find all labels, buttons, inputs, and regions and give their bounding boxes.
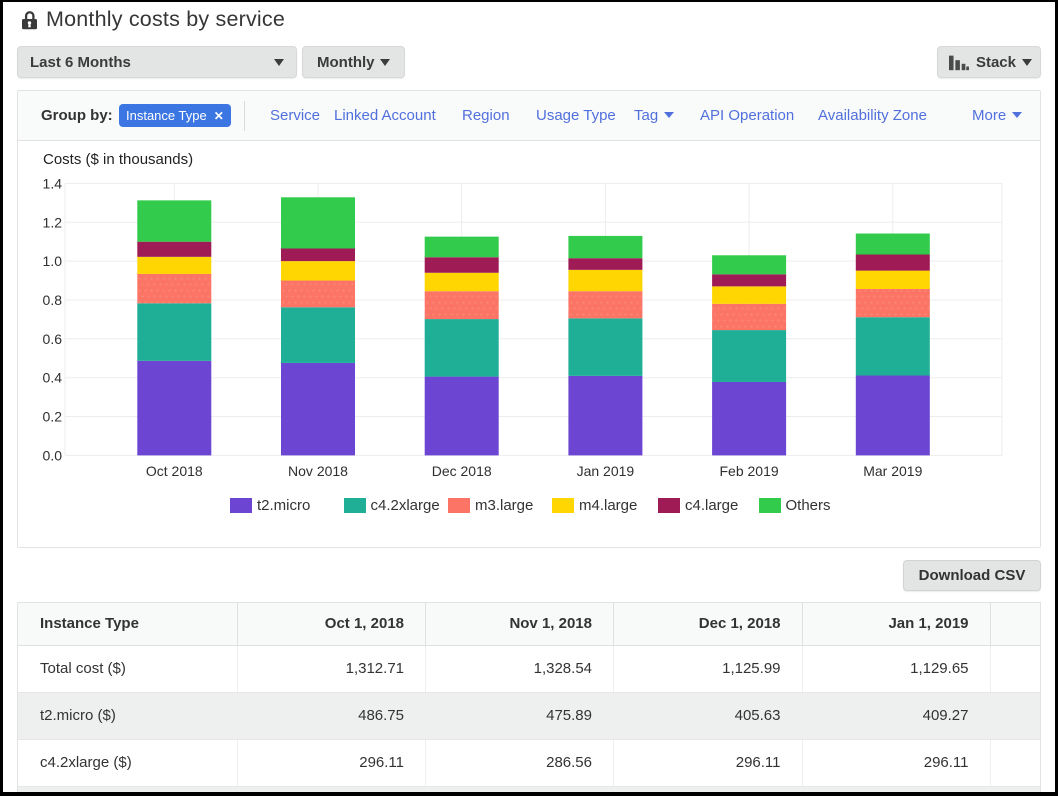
svg-text:0.4: 0.4	[43, 370, 63, 386]
svg-text:1.2: 1.2	[43, 214, 63, 230]
svg-text:Oct 2018: Oct 2018	[146, 463, 203, 479]
svg-text:1.0: 1.0	[43, 253, 63, 269]
svg-text:Feb 2019: Feb 2019	[720, 463, 779, 479]
svg-text:Mar 2019: Mar 2019	[863, 463, 922, 479]
svg-text:Dec 2018: Dec 2018	[432, 463, 492, 479]
svg-text:Nov 2018: Nov 2018	[288, 463, 348, 479]
svg-text:0.0: 0.0	[43, 447, 63, 463]
svg-text:0.6: 0.6	[43, 331, 63, 347]
svg-text:Jan 2019: Jan 2019	[577, 463, 635, 479]
svg-text:0.8: 0.8	[43, 292, 63, 308]
svg-text:0.2: 0.2	[43, 409, 63, 425]
svg-text:1.4: 1.4	[43, 175, 63, 191]
